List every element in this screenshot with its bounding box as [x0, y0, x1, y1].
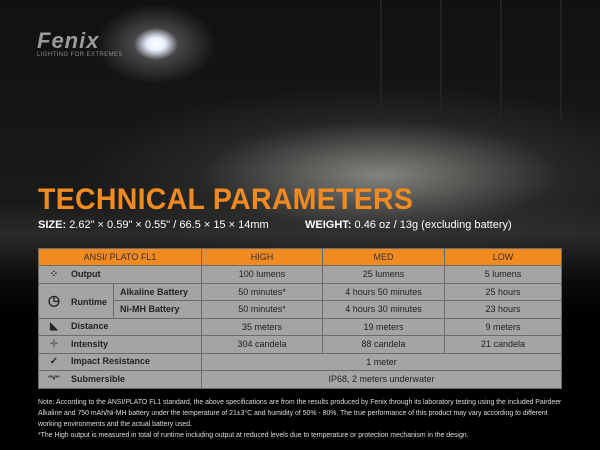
- fence-post: [500, 0, 502, 120]
- label-text: Runtime: [71, 297, 107, 307]
- table-row-distance: ◣ Distance 35 meters 19 meters 9 meters: [38, 317, 562, 336]
- table-row-runtime-alkaline: ◷ Runtime Alkaline Battery 50 minutes* 4 …: [38, 282, 562, 319]
- cell: 25 lumens: [322, 265, 445, 284]
- target-icon: ✛: [49, 338, 59, 350]
- cell: 35 meters: [201, 317, 323, 336]
- check-icon: ✓: [49, 356, 59, 368]
- fence-post: [380, 0, 382, 120]
- footnote-text: *The High output is measured in total of…: [38, 432, 469, 439]
- cell: 5 lumens: [444, 265, 562, 284]
- weight-spec: WEIGHT: 0.46 oz / 13g (excluding battery…: [305, 219, 512, 231]
- label-text: Submersible: [71, 373, 126, 384]
- table-row-intensity: ✛ Intensity 304 candela 88 candela 21 can…: [38, 335, 562, 354]
- size-label: SIZE:: [38, 219, 67, 231]
- cell: 21 candela: [444, 335, 562, 354]
- cell: 50 minutes*: [201, 300, 323, 319]
- cell: 19 meters: [322, 317, 445, 336]
- beam-distance-icon: ◣: [50, 321, 58, 333]
- cell: 50 minutes*: [201, 282, 323, 301]
- row-label: ᵔᵛᵔ Submersible: [38, 370, 202, 389]
- table-row-output: ⁘ Output 100 lumens 25 lumens 5 lumens: [38, 265, 562, 284]
- sub-label: Alkaline Battery: [113, 282, 202, 301]
- spec-table: ANSI/ PLATO FL1 HIGH MED LOW ⁘ Output 100…: [38, 248, 562, 389]
- table-header: ANSI/ PLATO FL1 HIGH MED LOW: [38, 248, 562, 266]
- weight-label: WEIGHT:: [305, 219, 352, 231]
- fenix-logo: Fenix LIGHTING FOR EXTREMES: [37, 28, 123, 58]
- header-low: LOW: [444, 248, 562, 266]
- header-standard: ANSI/ PLATO FL1: [38, 248, 202, 266]
- water-splash-icon: ᵔᵛᵔ: [48, 373, 60, 385]
- cell: 23 hours: [444, 300, 562, 319]
- logo-wordmark: Fenix: [37, 28, 100, 53]
- table-row-runtime-nimh: Ni-MH Battery 50 minutes* 4 hours 30 min…: [39, 300, 562, 319]
- fence-post: [560, 0, 562, 120]
- label-text: Impact Resistance: [71, 356, 151, 367]
- cell: 1 meter: [201, 352, 562, 371]
- row-label: ✓ Impact Resistance: [38, 352, 202, 371]
- cell: 4 hours 30 minutes: [322, 300, 445, 319]
- cell: 9 meters: [444, 317, 562, 336]
- light-rays-icon: ⁘: [49, 268, 59, 280]
- page-title: TECHNICAL PARAMETERS: [38, 183, 414, 216]
- label-text: Output: [71, 268, 101, 279]
- cell: 25 hours: [444, 282, 562, 301]
- row-label: ◣ Distance: [38, 317, 202, 336]
- cell: IP68, 2 meters underwater: [201, 370, 562, 389]
- label-text: Intensity: [71, 338, 109, 349]
- note-text: Note: According to the ANSI/PLATO FL1 st…: [38, 399, 562, 428]
- size-spec: SIZE: 2.62" × 0.59" × 0.55" / 66.5 × 15 …: [38, 219, 269, 231]
- row-label: ✛ Intensity: [38, 335, 202, 354]
- row-label: ⁘ Output: [38, 265, 202, 284]
- cell: 100 lumens: [201, 265, 323, 284]
- cell: 304 candela: [201, 335, 323, 354]
- header-high: HIGH: [201, 248, 323, 266]
- fence-post: [440, 0, 442, 120]
- sub-label: Ni-MH Battery: [113, 300, 202, 319]
- notes: Note: According to the ANSI/PLATO FL1 st…: [38, 397, 568, 441]
- table-row-impact: ✓ Impact Resistance 1 meter: [38, 352, 562, 371]
- logo-tagline: LIGHTING FOR EXTREMES: [37, 52, 123, 58]
- header-med: MED: [322, 248, 445, 266]
- cell: 4 hours 50 minutes: [322, 282, 445, 301]
- label-text: Distance: [71, 321, 109, 332]
- clock-icon: ◷: [47, 292, 61, 308]
- row-label: ◷ Runtime: [38, 282, 114, 319]
- table-row-submersible: ᵔᵛᵔ Submersible IP68, 2 meters underwater: [38, 370, 562, 389]
- weight-value: 0.46 oz / 13g (excluding battery): [354, 219, 512, 231]
- size-value: 2.62" × 0.59" × 0.55" / 66.5 × 15 × 14mm: [69, 219, 269, 231]
- cell: 88 candela: [322, 335, 445, 354]
